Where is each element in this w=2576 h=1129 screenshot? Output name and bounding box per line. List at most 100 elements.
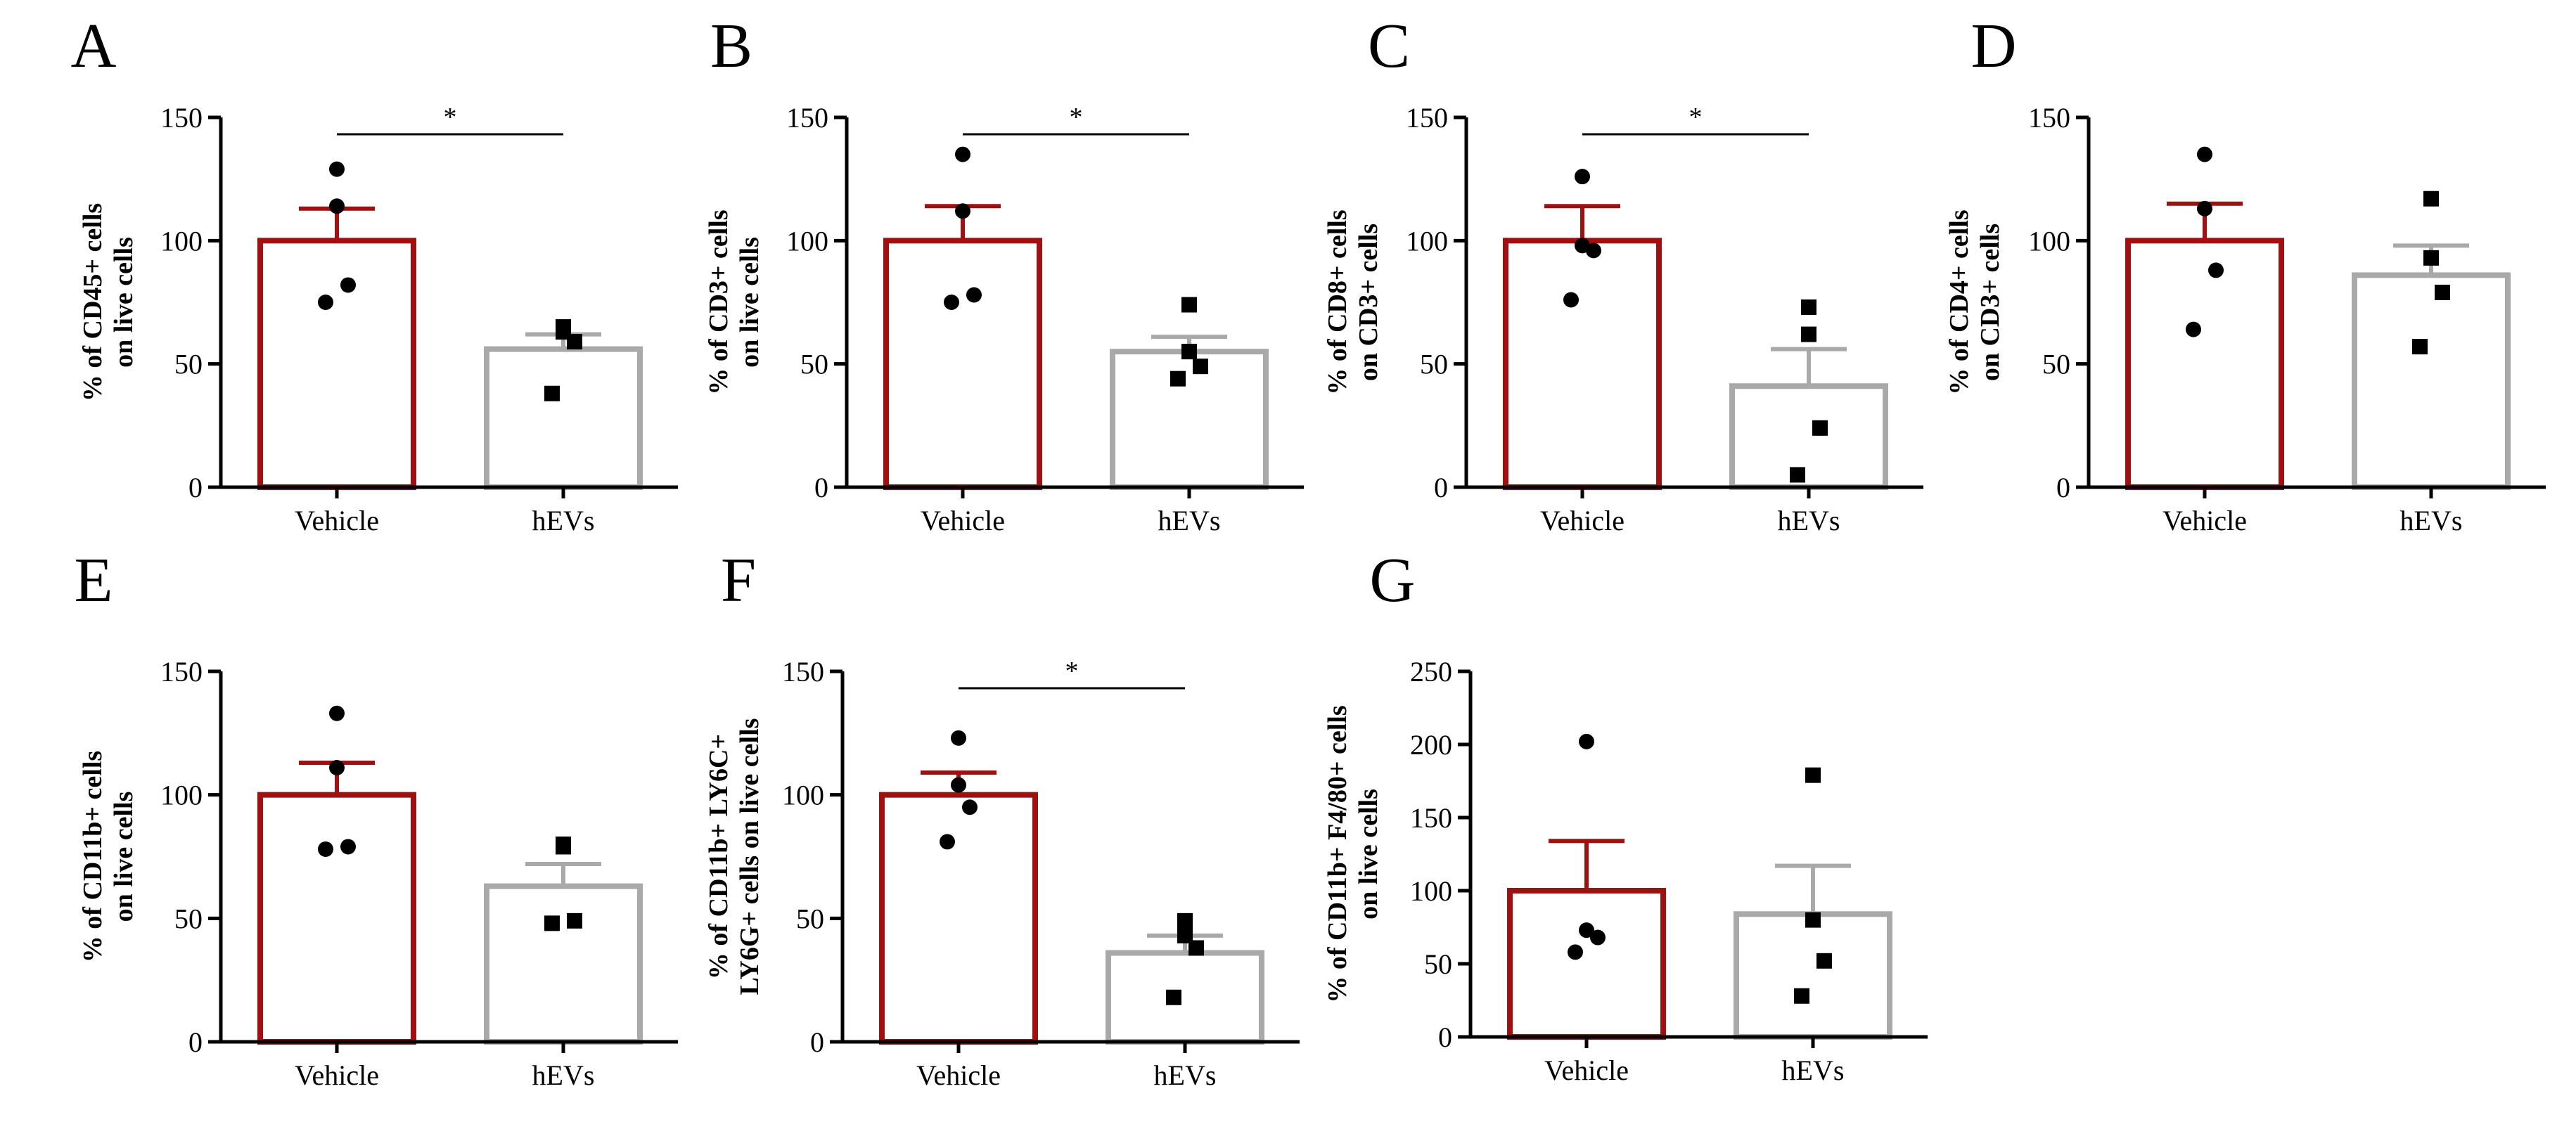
y-tick-label: 0: [2056, 472, 2070, 503]
data-point: [951, 730, 966, 746]
y-axis-label: % of CD11b+ F4/80+ cellson live cells: [1323, 705, 1383, 1002]
data-point: [567, 334, 582, 350]
bar-hevs: [484, 883, 643, 1045]
data-point: [1181, 344, 1197, 360]
x-tick-label: hEVs: [1782, 1054, 1845, 1086]
panel-letter: B: [710, 11, 752, 81]
y-axis-label-line: on live cells: [109, 237, 139, 368]
panel-d: D % of CD4+ cellson CD3+ cells 0 50 100 150 Ve…: [1944, 11, 2546, 536]
data-point: [1805, 767, 1821, 783]
y-tick-label: 100: [786, 225, 828, 257]
data-point: [318, 295, 333, 310]
y-axis-label-line: on CD3+ cells: [1975, 224, 2005, 381]
significance-marker: *: [444, 103, 457, 132]
y-axis-label: % of CD45+ cellson live cells: [78, 203, 139, 401]
bar-hevs: [2352, 272, 2511, 490]
x-tick-label: hEVs: [1154, 1059, 1217, 1091]
data-point: [955, 146, 970, 162]
bar-vehicle: [257, 238, 416, 490]
panel-c: C % of CD8+ cellson CD3+ cells 0 50 100 150 Ve…: [1323, 11, 1923, 536]
data-point: [1801, 326, 1816, 342]
data-point: [329, 760, 345, 776]
significance-marker: *: [1070, 103, 1083, 132]
y-axis-label: % of CD8+ cellson CD3+ cells: [1323, 209, 1383, 394]
data-point: [556, 839, 571, 855]
data-point: [1590, 929, 1606, 946]
y-axis-label-line: % of CD3+ cells: [704, 209, 733, 394]
panel-letter: G: [1370, 546, 1416, 615]
bar-hevs: [1106, 950, 1264, 1045]
y-axis-label-line: on live cells: [109, 792, 139, 922]
data-point: [1193, 359, 1208, 375]
data-point: [544, 385, 560, 401]
data-point: [1188, 940, 1204, 956]
data-point: [1170, 370, 1186, 387]
panel-letter: E: [75, 546, 113, 615]
x-tick-label: Vehicle: [2162, 505, 2247, 536]
y-tick-label: 0: [1438, 1021, 1452, 1053]
x-tick-label: hEVs: [2400, 505, 2463, 536]
data-point: [329, 161, 345, 177]
data-point: [1816, 953, 1832, 969]
panel-letter: D: [1971, 11, 2017, 81]
bar-hevs: [1729, 383, 1888, 491]
data-point: [1579, 922, 1594, 938]
x-tick-label: Vehicle: [921, 505, 1005, 536]
data-point: [1177, 927, 1193, 943]
y-tick-label: 150: [160, 102, 203, 134]
data-point: [329, 198, 345, 214]
panel-e: E % of CD11b+ cellson live cells 0 50 100 150…: [75, 546, 678, 1091]
y-tick-label: 50: [174, 903, 203, 934]
data-point: [1586, 243, 1601, 259]
y-tick-label: 50: [1420, 349, 1448, 380]
x-tick-label: Vehicle: [916, 1059, 1001, 1091]
x-tick-label: Vehicle: [295, 505, 379, 536]
y-tick-label: 50: [2042, 349, 2070, 380]
data-point: [1181, 297, 1197, 313]
y-axis-label: % of CD4+ cellson CD3+ cells: [1944, 209, 2005, 394]
data-point: [567, 912, 582, 929]
bar-hevs: [484, 346, 643, 491]
data-point: [1801, 299, 1816, 316]
y-tick-label: 50: [1424, 948, 1452, 980]
y-axis-label: % of CD11b+ cellson live cells: [78, 751, 139, 962]
bar-vehicle: [879, 792, 1038, 1045]
data-point: [962, 799, 978, 815]
data-point: [340, 839, 356, 855]
data-point: [1579, 733, 1594, 749]
data-point: [340, 277, 356, 293]
data-point: [1575, 169, 1590, 185]
x-tick-label: hEVs: [1778, 505, 1840, 536]
data-point: [556, 319, 571, 335]
y-axis-label: % of CD11b+ LY6C+LY6G+ cells on live cel…: [704, 718, 764, 995]
y-tick-label: 150: [1410, 802, 1452, 834]
panel-letter: F: [721, 546, 756, 615]
data-point: [329, 705, 345, 721]
y-tick-label: 100: [160, 225, 203, 257]
y-axis-label-line: LY6G+ cells on live cells: [735, 718, 764, 995]
y-axis-label-line: on CD3+ cells: [1354, 224, 1383, 381]
panel-letter: C: [1368, 11, 1410, 81]
x-tick-label: Vehicle: [1540, 505, 1625, 536]
bar-vehicle: [257, 792, 416, 1045]
y-tick-label: 0: [810, 1026, 824, 1058]
y-axis-label-line: % of CD11b+ LY6C+: [704, 734, 733, 979]
y-tick-label: 50: [174, 349, 203, 380]
y-tick-label: 200: [1410, 729, 1452, 761]
y-tick-label: 150: [786, 102, 828, 134]
significance-marker: *: [1689, 103, 1703, 132]
panel-g: G % of CD11b+ F4/80+ cellson live cells 0 5…: [1323, 546, 1928, 1086]
y-tick-label: 100: [160, 780, 203, 811]
panel-a: A % of CD45+ cellson live cells 0 50 100 150 V…: [71, 11, 678, 536]
y-tick-label: 100: [1410, 875, 1452, 907]
y-tick-label: 250: [1410, 656, 1452, 688]
data-point: [966, 287, 982, 303]
data-point: [2423, 250, 2439, 266]
bar-vehicle: [1503, 238, 1662, 490]
bar-hevs: [1734, 911, 1892, 1040]
data-point: [955, 203, 970, 219]
x-tick-label: hEVs: [532, 1059, 595, 1091]
y-tick-label: 0: [188, 1026, 203, 1058]
data-point: [1805, 912, 1821, 928]
